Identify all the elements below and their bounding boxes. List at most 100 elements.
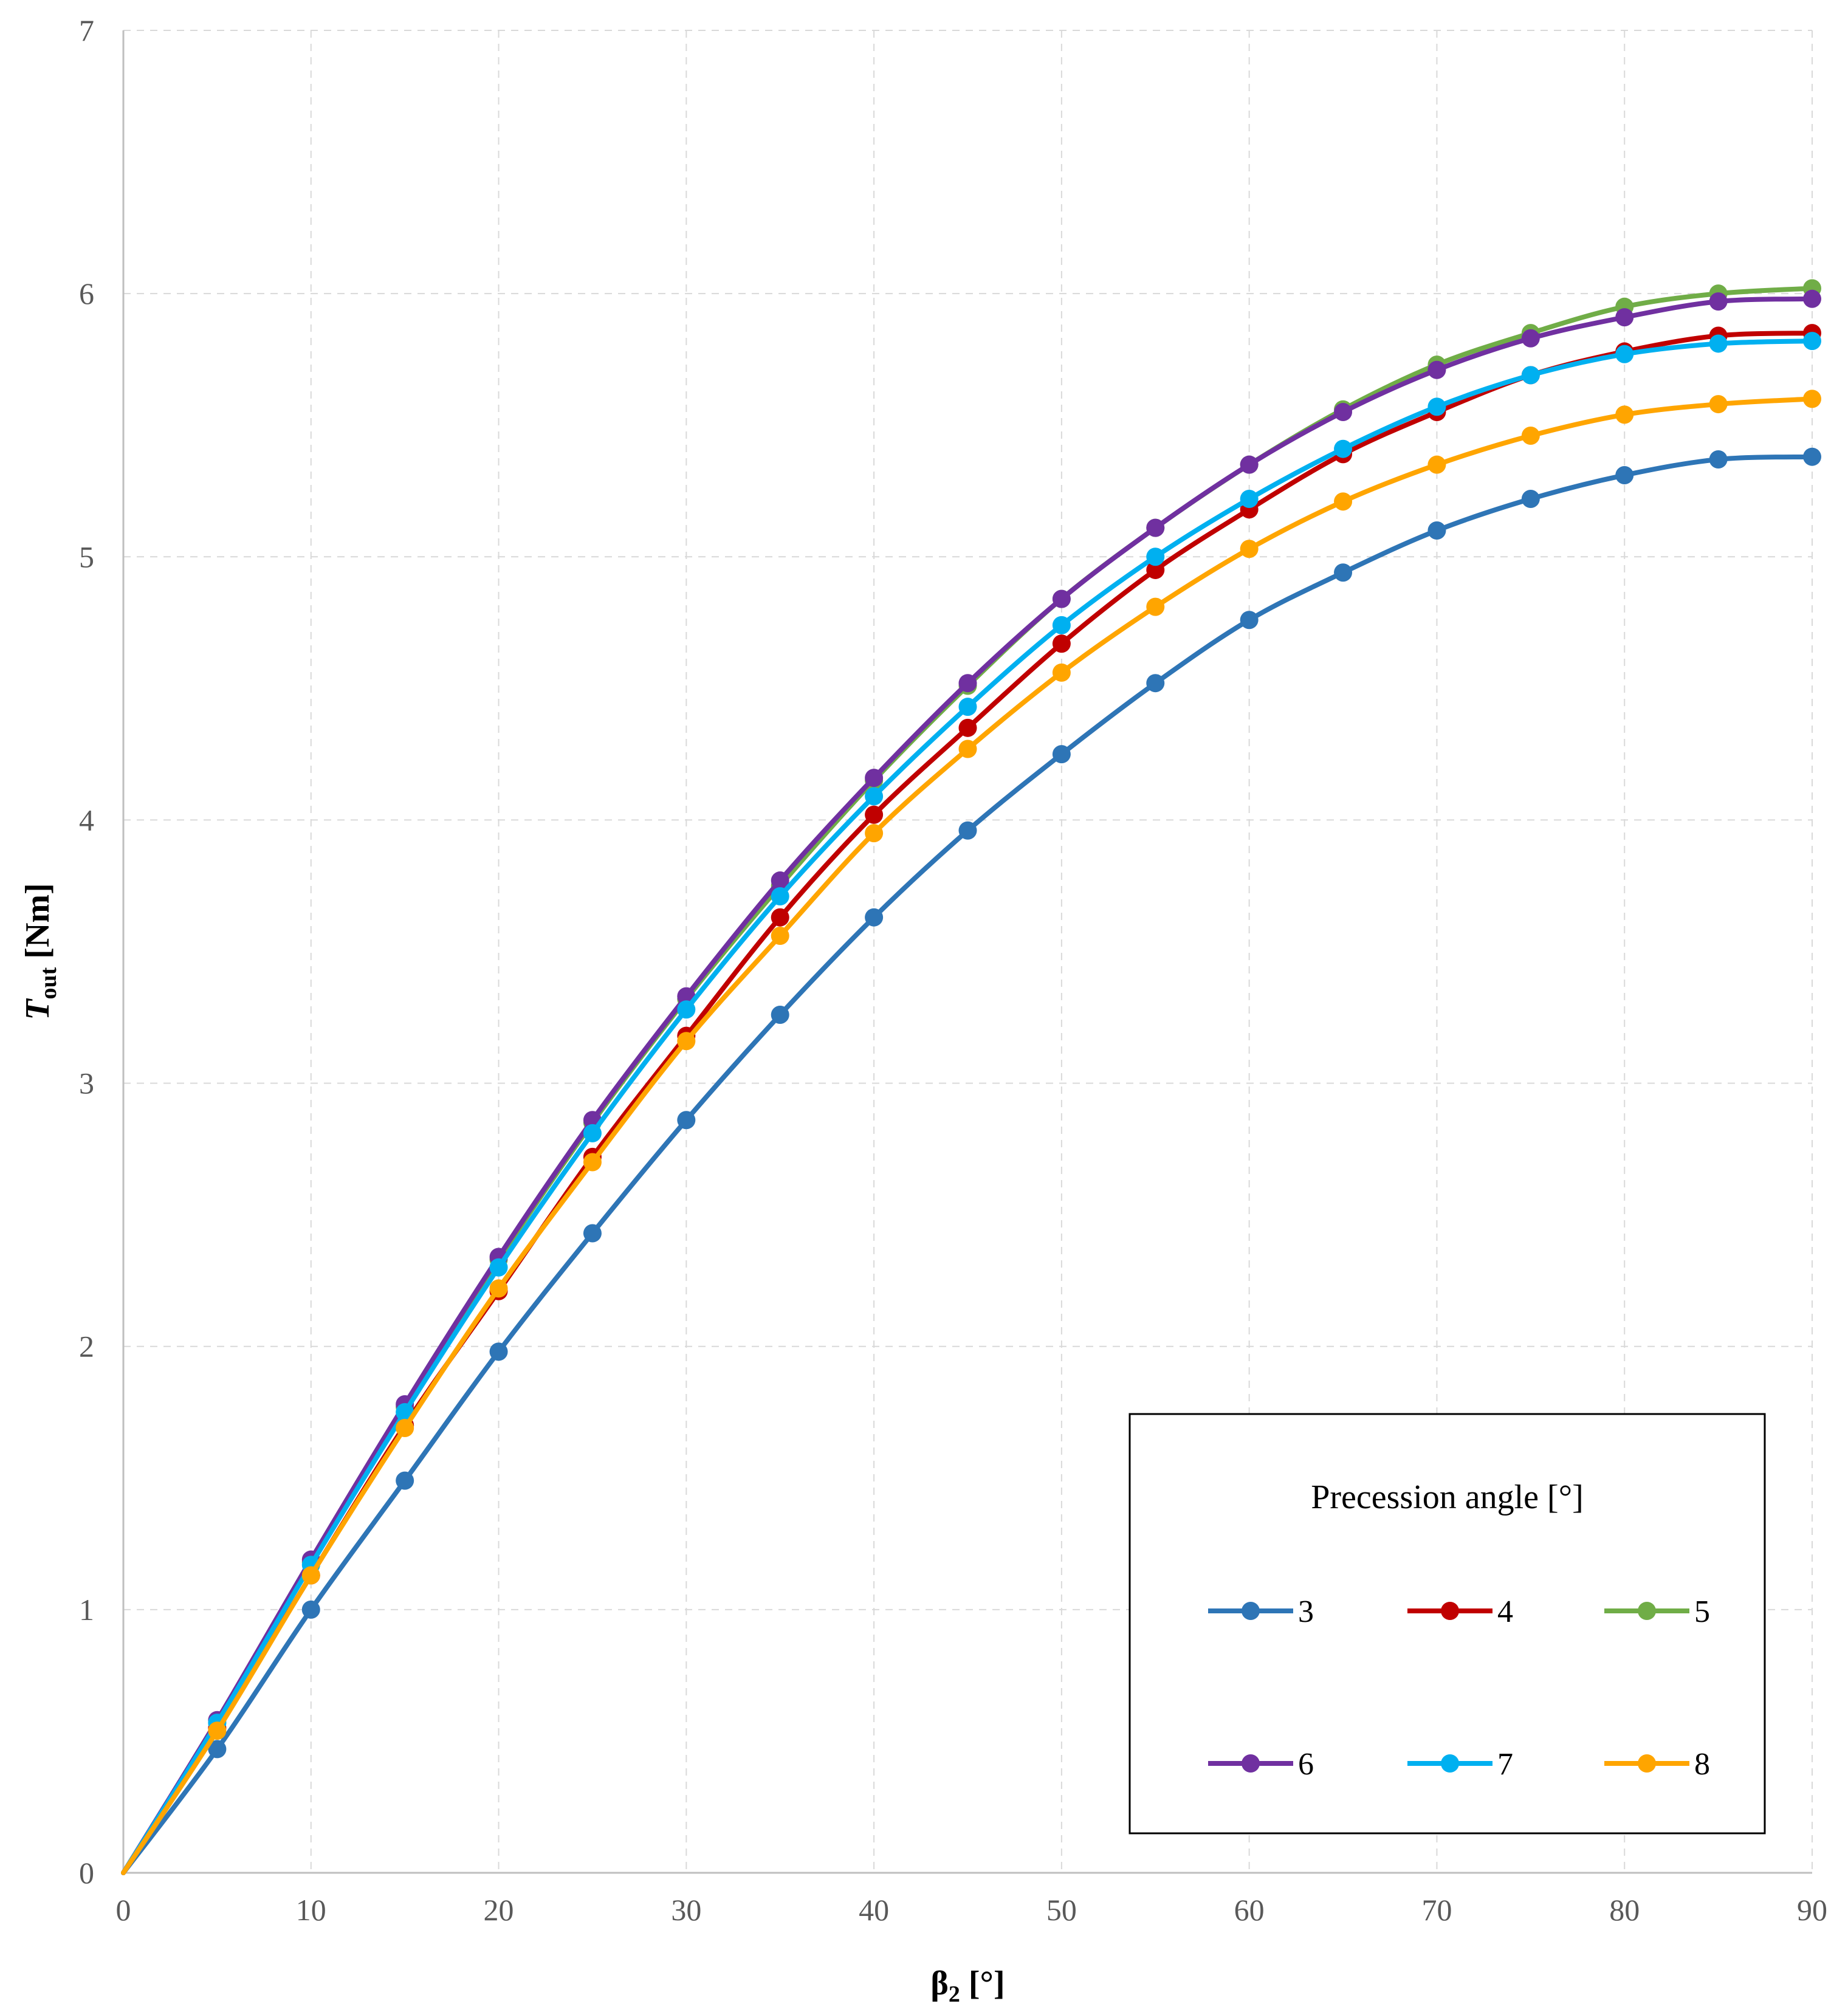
data-point-3 bbox=[1803, 447, 1821, 466]
legend-entry-6: 6 bbox=[1208, 1747, 1314, 1782]
series-line-8 bbox=[121, 396, 1815, 1875]
data-point-7 bbox=[1334, 439, 1353, 458]
data-point-3 bbox=[1334, 563, 1353, 582]
data-point-4 bbox=[1146, 560, 1165, 579]
data-point-7 bbox=[1521, 366, 1540, 385]
data-point-3 bbox=[208, 1740, 227, 1759]
legend-label-5: 5 bbox=[1694, 1594, 1710, 1629]
legend-entry-4: 4 bbox=[1407, 1594, 1513, 1629]
data-point-6 bbox=[865, 769, 884, 788]
data-point-7 bbox=[1146, 548, 1165, 566]
x-tick-label: 90 bbox=[1797, 1893, 1827, 1927]
data-point-7 bbox=[1803, 332, 1821, 351]
legend: Precession angle [°] 3 4 5 6 7 8 bbox=[1128, 1413, 1766, 1835]
data-point-3 bbox=[1427, 521, 1446, 540]
data-point-8 bbox=[1427, 455, 1446, 474]
legend-entry-3: 3 bbox=[1208, 1594, 1314, 1629]
data-point-8 bbox=[583, 1153, 602, 1172]
data-point-6 bbox=[1052, 589, 1071, 608]
y-tick-label: 1 bbox=[79, 1593, 94, 1627]
axes bbox=[122, 30, 1812, 1874]
x-tick-label: 80 bbox=[1609, 1893, 1640, 1927]
series-line-7 bbox=[121, 338, 1815, 1875]
data-point-8 bbox=[1334, 492, 1353, 511]
data-point-7 bbox=[583, 1124, 602, 1142]
data-point-8 bbox=[1052, 663, 1071, 682]
x-axis-title-symbol: β bbox=[930, 1965, 949, 2002]
series-line-3 bbox=[121, 454, 1815, 1875]
legend-label-7: 7 bbox=[1497, 1747, 1513, 1782]
data-point-3 bbox=[771, 1005, 789, 1024]
x-axis-title-subscript: 2 bbox=[949, 1982, 960, 2007]
legend-title: Precession angle [°] bbox=[1311, 1478, 1583, 1516]
data-point-3 bbox=[958, 821, 977, 840]
data-point-8 bbox=[958, 740, 977, 758]
data-point-8 bbox=[489, 1279, 508, 1298]
data-point-7 bbox=[865, 787, 884, 806]
data-point-6 bbox=[771, 871, 789, 890]
x-tick-label: 30 bbox=[671, 1893, 701, 1927]
data-point-7 bbox=[1709, 334, 1728, 353]
x-tick-label: 60 bbox=[1234, 1893, 1265, 1927]
series-line-6 bbox=[121, 296, 1815, 1875]
legend-label-8: 8 bbox=[1694, 1747, 1710, 1782]
data-point-8 bbox=[396, 1418, 414, 1437]
y-axis-title-symbol: T bbox=[19, 998, 57, 1020]
data-point-8 bbox=[1521, 427, 1540, 445]
x-tick-label: 40 bbox=[859, 1893, 889, 1927]
data-point-8 bbox=[1240, 540, 1259, 558]
data-point-6 bbox=[1521, 329, 1540, 348]
y-tick-label: 4 bbox=[79, 803, 94, 837]
data-point-3 bbox=[677, 1111, 696, 1130]
y-tick-label: 2 bbox=[79, 1330, 94, 1364]
data-point-3 bbox=[489, 1342, 508, 1361]
data-point-8 bbox=[677, 1032, 696, 1051]
x-tick-label: 10 bbox=[296, 1893, 326, 1927]
data-point-3 bbox=[1521, 489, 1540, 508]
data-point-3 bbox=[1709, 450, 1728, 469]
legend-marker-3 bbox=[1242, 1602, 1260, 1620]
data-point-3 bbox=[1615, 466, 1634, 485]
data-point-4 bbox=[1052, 634, 1071, 653]
legend-label-6: 6 bbox=[1298, 1747, 1314, 1782]
x-axis-title-unit: [°] bbox=[960, 1965, 1005, 2002]
legend-entry-7: 7 bbox=[1407, 1747, 1513, 1782]
data-point-8 bbox=[865, 824, 884, 843]
legend-marker-7 bbox=[1441, 1754, 1459, 1773]
data-point-3 bbox=[1052, 745, 1071, 764]
y-tick-label: 5 bbox=[79, 540, 94, 574]
data-point-6 bbox=[1615, 308, 1634, 327]
data-point-3 bbox=[301, 1600, 320, 1619]
x-tick-label: 70 bbox=[1421, 1893, 1452, 1927]
legend-label-4: 4 bbox=[1497, 1594, 1513, 1629]
series-group bbox=[121, 279, 1821, 1875]
x-tick-label: 50 bbox=[1046, 1893, 1077, 1927]
data-point-7 bbox=[771, 887, 789, 906]
y-axis-title: Tout [Nm] bbox=[19, 883, 61, 1020]
tick-labels: 0 10 20 30 40 50 60 70 80 90 0 1 2 3 4 5 6 7 bbox=[79, 13, 1827, 1927]
x-axis-title: β2 [°] bbox=[930, 1965, 1005, 2007]
data-point-8 bbox=[1803, 390, 1821, 408]
data-point-6 bbox=[1146, 518, 1165, 537]
series-3 bbox=[121, 447, 1821, 1875]
data-point-3 bbox=[583, 1224, 602, 1243]
data-point-8 bbox=[301, 1566, 320, 1585]
data-point-4 bbox=[958, 718, 977, 737]
data-point-6 bbox=[1240, 455, 1259, 474]
legend-marker-6 bbox=[1242, 1754, 1260, 1773]
y-axis-title-subscript: out bbox=[36, 967, 61, 999]
data-point-6 bbox=[1427, 360, 1446, 379]
data-point-3 bbox=[396, 1471, 414, 1490]
legend-entry-5: 5 bbox=[1604, 1594, 1710, 1629]
y-tick-label: 0 bbox=[79, 1856, 94, 1890]
data-point-6 bbox=[1709, 292, 1728, 311]
series-7 bbox=[121, 332, 1821, 1875]
series-8 bbox=[121, 390, 1821, 1875]
data-point-4 bbox=[865, 805, 884, 824]
legend-items: 3 4 5 6 7 8 bbox=[1208, 1594, 1710, 1782]
data-point-6 bbox=[1803, 289, 1821, 308]
data-point-7 bbox=[1052, 616, 1071, 634]
legend-entry-8: 8 bbox=[1604, 1747, 1710, 1782]
x-tick-label: 0 bbox=[116, 1893, 131, 1927]
